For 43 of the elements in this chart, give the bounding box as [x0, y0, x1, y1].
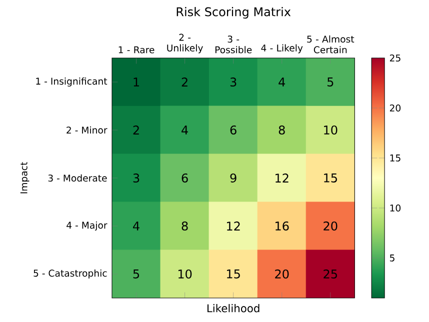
x-tick-label: 4 - Likely [261, 44, 303, 54]
data-label: 3 [230, 77, 236, 87]
data-label: 2 [182, 78, 188, 86]
data-label: 1 [134, 78, 139, 86]
y-axis-title: Impact [20, 162, 30, 194]
data-label: 20 [324, 221, 338, 231]
data-label: 4 [278, 78, 286, 86]
x-tick-label: 5 - Almost Certain [307, 35, 354, 54]
x-tick-label: 2 - Unlikely [167, 34, 203, 54]
data-label: 8 [182, 221, 188, 231]
data-label: 12 [227, 222, 240, 230]
data-label: 8 [278, 125, 285, 135]
y-tick-label: 4 - Major [66, 221, 108, 231]
data-label: 2 [133, 126, 139, 134]
chart-title: Risk Scoring Matrix [176, 7, 291, 19]
data-label: 6 [182, 173, 188, 183]
color-bar-label: 15 [390, 154, 400, 162]
data-label: 5 [133, 270, 140, 278]
data-label: 10 [178, 269, 192, 279]
data-label: 10 [324, 125, 338, 135]
data-label: 4 [182, 126, 188, 134]
data-label: 3 [133, 173, 140, 183]
color-bar-label: 20 [390, 104, 401, 112]
x-tick-label: 3 - Possible [215, 36, 252, 54]
x-axis-title: Likelihood [207, 304, 260, 312]
data-label: 15 [324, 174, 337, 182]
data-label: 15 [227, 270, 240, 278]
data-label: 5 [328, 78, 334, 86]
color-bar-label: 25 [390, 54, 400, 62]
x-tick-label: 1 - Rare [118, 46, 154, 54]
data-label: 16 [276, 221, 289, 231]
y-tick-label: 1 - Insignificant [36, 77, 108, 87]
data-label: 25 [324, 269, 337, 279]
y-tick-label: 5 - Catastrophic [34, 269, 107, 279]
data-label: 9 [230, 173, 236, 183]
data-label: 4 [133, 222, 140, 230]
data-label: 6 [230, 125, 236, 135]
data-label: 20 [275, 269, 289, 279]
color-bar-label: 5 [390, 254, 394, 262]
color-bar-label: 10 [390, 204, 401, 212]
data-label: 12 [276, 174, 288, 182]
y-tick-label: 2 - Minor [66, 126, 108, 134]
y-tick-label: 3 - Moderate [48, 174, 107, 182]
